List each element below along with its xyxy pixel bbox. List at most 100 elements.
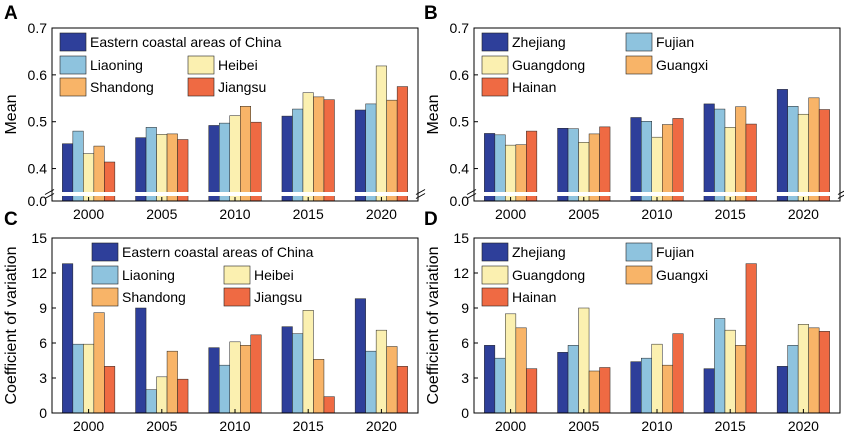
x-tick-label: 2015 [293,206,324,222]
bar-eastern-coastal-areas-of-china-2005 [135,137,147,202]
legend-swatch [223,287,251,307]
legend-swatch [59,77,87,97]
bar-guangdong-2020 [797,324,809,414]
bar-jiangsu-2010 [250,334,262,414]
bar-hainan-2020 [818,331,830,414]
bar-fujian-2010 [641,121,652,202]
bar-hainan-2020 [818,109,830,202]
legend-label: Guangdong [512,267,585,283]
legend-swatch [481,242,509,262]
bar-zhejiang-2000 [484,345,496,414]
x-tick-label: 2005 [568,206,599,222]
bar-guangxi-2005 [588,370,600,414]
panel-c: C 0 3 6 9 12 15 2000 2005 2010 2015 2020 Coefficient… [3,209,419,434]
legend-item: Guangdong [481,55,585,75]
y-tick-label: 0.0 [450,193,470,209]
y-tick-label: 12 [453,265,469,281]
legend-label: Shandong [90,79,154,95]
legend-label: Eastern coastal areas of China [90,34,282,50]
bar-shandong-2005 [166,350,178,414]
bar-liaoning-2005 [145,127,157,202]
bar-jiangsu-2005 [177,139,189,202]
bar-zhejiang-2015 [703,103,715,202]
bar-hainan-2015 [745,123,757,202]
y-tick-label: 3 [461,370,469,386]
legend-item: Heibei [223,265,294,285]
bar-jiangsu-2010 [250,121,262,202]
legend-swatch [91,287,119,307]
x-tick-label: 2000 [495,206,526,222]
legend-label: Guangxi [656,57,708,73]
bar-jiangsu-2015 [323,99,335,202]
bar-zhejiang-2020 [776,366,788,414]
legend-label: Fujian [656,244,694,260]
legend-swatch [625,242,653,262]
y-tick-label: 0.4 [450,161,470,177]
panel-letter: C [4,209,18,230]
bar-fujian-2020 [787,345,799,414]
legend-item: Eastern coastal areas of China [91,242,314,262]
bar-eastern-coastal-areas-of-china-2010 [208,347,220,414]
panel-d: D 0 3 6 9 12 15 2000 2005 2010 2015 2020 Coefficient… [424,209,841,434]
x-tick-label: 2020 [788,418,819,434]
bar-liaoning-2010 [219,364,230,414]
x-tick-label: 2020 [366,206,397,222]
bar-heibei-2010 [229,115,241,202]
legend-swatch [59,32,87,52]
bar-shandong-2015 [313,96,325,202]
legend-label: Shandong [122,289,186,305]
bar-guangxi-2010 [662,364,673,414]
legend-item: Fujian [625,242,694,262]
bar-guangxi-2015 [735,345,747,414]
legend-label: Hainan [512,79,556,95]
legend: Zhejiang Fujian Guangdong Guangxi Hainan [481,32,708,97]
y-tick-label: 6 [461,335,469,351]
bar-guangdong-2015 [724,127,736,202]
legend-item: Heibei [187,55,258,75]
y-tick-label: 9 [39,300,47,316]
legend-item: Jiangsu [187,77,266,97]
bar-guangxi-2020 [808,327,820,414]
bar-shandong-2000 [93,312,105,414]
x-tick-label: 2005 [568,418,599,434]
bar-fujian-2020 [787,106,799,202]
legend-swatch [91,265,119,285]
x-tick-label: 2010 [641,206,672,222]
bar-guangxi-2020 [808,97,820,202]
legend-swatch [481,287,509,307]
bar-liaoning-2005 [145,389,157,414]
legend: Zhejiang Fujian Guangdong Guangxi Hainan [481,242,708,307]
bar-guangdong-2020 [797,113,809,202]
legend-swatch [481,32,509,52]
legend-swatch [187,55,215,75]
legend-label: Eastern coastal areas of China [122,244,314,260]
y-axis-label: Mean [3,94,20,134]
bar-liaoning-2020 [365,103,377,202]
bar-jiangsu-2020 [396,86,408,202]
bar-zhejiang-2010 [630,117,642,202]
legend-swatch [91,242,119,262]
x-tick-label: 2015 [293,418,324,434]
bar-eastern-coastal-areas-of-china-2005 [135,307,147,414]
bar-guangdong-2000 [505,313,517,414]
legend-item: Eastern coastal areas of China [59,32,282,52]
bar-hainan-2000 [526,130,538,202]
bar-jiangsu-2020 [396,366,408,414]
x-tick-label: 2015 [715,206,746,222]
x-tick-label: 2005 [146,206,177,222]
x-tick-label: 2020 [366,418,397,434]
legend-label: Heibei [254,267,294,283]
x-tick-label: 2010 [219,418,250,434]
bar-guangxi-2015 [735,106,747,202]
legend: Eastern coastal areas of China Liaoning He… [59,32,282,97]
x-tick-label: 2010 [641,418,672,434]
bar-guangdong-2010 [651,343,663,414]
panel-letter: D [424,209,438,230]
legend-item: Zhejiang [481,32,566,52]
bar-guangxi-2000 [515,327,527,414]
legend-swatch [481,77,509,97]
bar-fujian-2010 [641,357,652,414]
bar-zhejiang-2005 [557,128,569,202]
bar-zhejiang-2005 [557,352,569,414]
